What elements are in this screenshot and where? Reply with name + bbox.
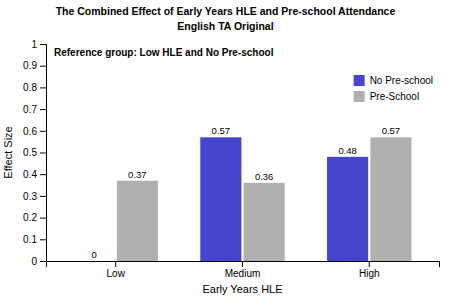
- data-label: 0: [91, 249, 96, 260]
- y-tick: 0.6: [23, 126, 46, 137]
- bar: [117, 181, 158, 261]
- annotation: Reference group: Low HLE and No Pre-scho…: [54, 47, 274, 58]
- y-tick-label: 0.9: [23, 60, 37, 71]
- y-tick-mark: [40, 153, 46, 154]
- subtitle: English TA Original: [177, 20, 273, 32]
- y-tick-label: 0.7: [23, 104, 37, 115]
- x-tick: Low: [107, 261, 126, 279]
- bar: [200, 137, 241, 261]
- y-tick-label: 0.2: [23, 212, 37, 223]
- y-tick: 0.9: [23, 60, 46, 71]
- x-tick: High: [359, 261, 380, 279]
- y-tick: 0: [31, 256, 46, 267]
- x-tick-label: High: [359, 268, 380, 279]
- data-label: 0.37: [128, 169, 147, 180]
- y-tick-mark: [40, 131, 46, 132]
- y-tick: 0.7: [23, 104, 46, 115]
- legend-label: No Pre-school: [370, 75, 433, 86]
- x-tick-label: Low: [107, 268, 126, 279]
- y-tick-mark: [40, 196, 46, 197]
- x-axis: Low Medium High: [47, 261, 440, 279]
- y-tick-label: 0.1: [23, 234, 37, 245]
- y-tick-label: 0.6: [23, 126, 37, 137]
- title: The Combined Effect of Early Years HLE a…: [56, 5, 396, 17]
- y-tick: 0.3: [23, 191, 46, 202]
- bar: [370, 137, 411, 261]
- y-axis-title: Effect Size: [2, 126, 14, 178]
- y-axis-line: [40, 45, 47, 262]
- bar: [244, 183, 285, 261]
- y-tick-mark: [40, 44, 46, 45]
- x-tick-label: Medium: [225, 268, 261, 279]
- y-tick-mark: [40, 239, 46, 240]
- chart: The Combined Effect of Early Years HLE a…: [0, 0, 451, 299]
- x-tick: Medium: [225, 261, 261, 279]
- x-tick-mark: [242, 261, 243, 267]
- y-tick-label: 0: [31, 256, 37, 267]
- y-tick-mark: [40, 87, 46, 88]
- y-tick: 0.2: [23, 212, 46, 223]
- legend-swatch: [354, 75, 365, 86]
- y-tick-label: 0.4: [23, 169, 37, 180]
- bar: [74, 261, 115, 262]
- x-axis-title: Early Years HLE: [202, 283, 282, 295]
- plot-area: 0 0.1 0.2 0.3 0.4 0.5 0.6 0.7 0.8 0.9 1 Low Medium Hi…: [23, 39, 439, 279]
- y-tick: 0.4: [23, 169, 46, 180]
- y-tick: 0.8: [23, 82, 46, 93]
- x-axis-line: [47, 262, 440, 268]
- data-labels: 0 0.57 0.48 0.37 0.36 0.57: [91, 125, 400, 260]
- y-tick: 1: [31, 39, 46, 50]
- legend: No Pre-school Pre-School: [354, 75, 433, 102]
- y-tick-mark: [40, 66, 46, 67]
- y-tick: 0.5: [23, 147, 46, 158]
- bars: [117, 137, 412, 261]
- data-label: 0.36: [255, 171, 274, 182]
- legend-item: No Pre-school: [354, 75, 433, 86]
- legend-item: Pre-School: [354, 91, 419, 102]
- y-tick-label: 0.5: [23, 147, 37, 158]
- y-tick-mark: [40, 109, 46, 110]
- legend-label: Pre-School: [370, 91, 419, 102]
- y-tick-mark: [40, 261, 46, 262]
- y-tick-mark: [40, 218, 46, 219]
- data-label: 0.57: [382, 125, 401, 136]
- y-tick: 0.1: [23, 234, 46, 245]
- y-axis: 0 0.1 0.2 0.3 0.4 0.5 0.6 0.7 0.8 0.9 1: [23, 39, 46, 267]
- y-tick-label: 0.8: [23, 82, 37, 93]
- bar: [327, 157, 368, 261]
- data-label: 0.48: [338, 145, 357, 156]
- legend-swatch: [354, 91, 365, 102]
- x-tick-mark: [369, 261, 370, 267]
- x-tick-mark: [115, 261, 116, 267]
- y-tick-mark: [40, 174, 46, 175]
- data-label: 0.57: [212, 125, 231, 136]
- y-tick-label: 0.3: [23, 191, 37, 202]
- y-tick-label: 1: [31, 39, 37, 50]
